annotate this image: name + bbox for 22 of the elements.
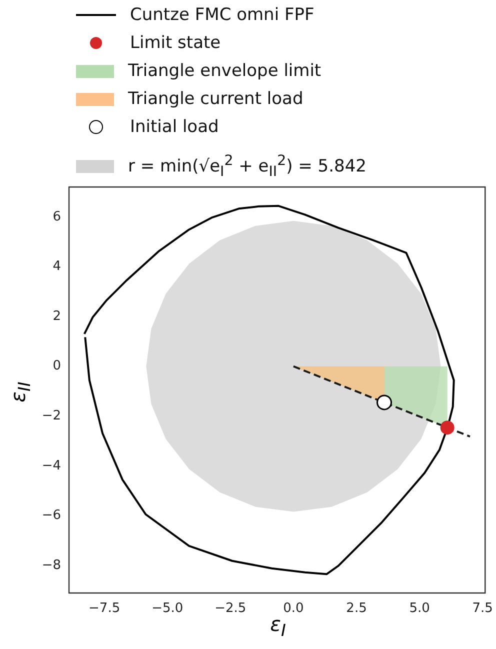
y-tick-label: −6 xyxy=(42,508,61,524)
y-tick-label: 6 xyxy=(52,209,61,224)
legend-label: Triangle current load xyxy=(128,88,304,110)
y-tick-label: 2 xyxy=(52,308,61,324)
y-tick-label: −2 xyxy=(42,408,61,424)
x-tick-label: 5.0 xyxy=(409,601,430,616)
x-tick-label: 2.5 xyxy=(346,601,367,616)
y-tick-label: 4 xyxy=(52,259,61,274)
x-tick-label: −5.0 xyxy=(152,601,184,616)
y-tick-label: −8 xyxy=(42,558,61,573)
legend-label: Triangle envelope limit xyxy=(128,60,322,82)
legend-label: Cuntze FMC omni FPF xyxy=(130,4,314,26)
y-tick-label: −4 xyxy=(42,458,61,474)
legend-label: Limit state xyxy=(130,32,221,54)
x-tick-label: 0.0 xyxy=(283,601,304,616)
x-tick-label: −7.5 xyxy=(88,601,120,616)
legend-label: r = min(√e$_{I}$$^{2}$ + e$_{II}$$^{2}$) = 5.842 xyxy=(128,152,366,182)
x-tick-label: −2.5 xyxy=(214,601,246,616)
x-axis-title: ε$_{I}$ xyxy=(270,612,286,640)
legend-label: Initial load xyxy=(130,116,219,138)
y-tick-label: 0 xyxy=(52,358,61,374)
x-tick-label: 7.5 xyxy=(472,601,493,616)
